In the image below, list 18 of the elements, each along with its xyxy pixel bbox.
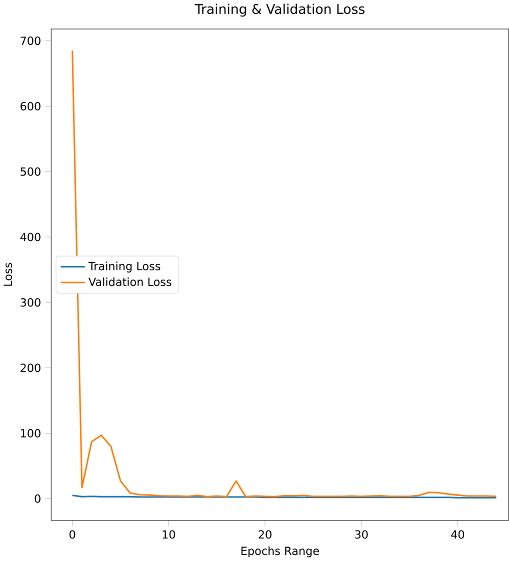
y-axis-title: Loss bbox=[4, 262, 12, 286]
x-tick-label: 0 bbox=[69, 530, 76, 539]
y-tick-label: 600 bbox=[20, 102, 40, 110]
chart-title: Training & Validation Loss bbox=[194, 4, 364, 17]
x-tick-label: 30 bbox=[355, 530, 368, 539]
y-tick-label: 700 bbox=[20, 36, 40, 46]
y-tick-label: 500 bbox=[20, 167, 40, 176]
x-tick-label: 20 bbox=[258, 530, 272, 539]
y-tick-label: 200 bbox=[20, 364, 40, 372]
x-axis-title: Epochs Range bbox=[241, 546, 319, 558]
y-tick-label: 0 bbox=[34, 494, 40, 503]
legend-label: Validation Loss bbox=[88, 277, 172, 286]
y-tick-label: 100 bbox=[20, 429, 40, 438]
x-tick-label: 40 bbox=[451, 530, 464, 539]
x-tick-label: 10 bbox=[162, 530, 176, 539]
legend-label: Training Loss bbox=[88, 262, 160, 272]
y-tick-label: 300 bbox=[20, 298, 40, 307]
y-tick-label: 400 bbox=[20, 232, 40, 242]
